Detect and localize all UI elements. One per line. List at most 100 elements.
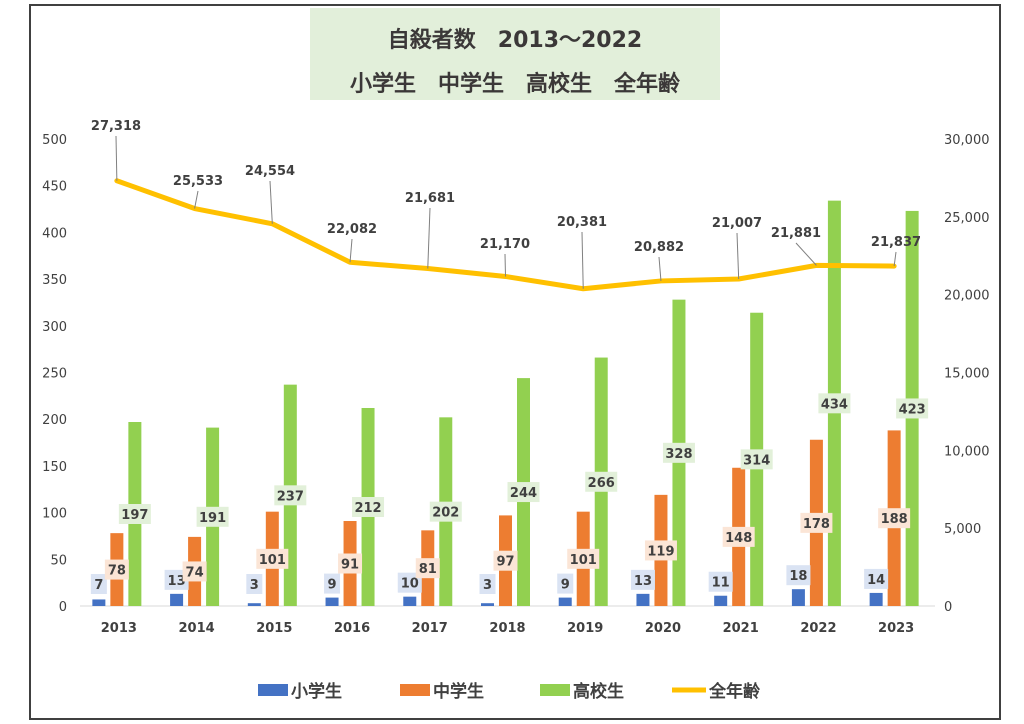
bar-data-label-bg [352, 496, 385, 517]
bar [403, 596, 417, 606]
legend-swatch [540, 684, 570, 696]
line-data-label: 21,007 [712, 216, 762, 231]
bar-data-labels: 7 13 3 9 10 3 9 13 11 18 14 78 74 101 91 81 97 101 119 148 1… [90, 393, 929, 594]
legend-label: 中学生 [433, 681, 484, 702]
bar-data-label-bg [630, 569, 655, 590]
bar-data-label: 81 [419, 562, 437, 577]
legend-label: 小学生 [291, 681, 342, 702]
line-data-label-leader [194, 190, 199, 209]
x-tick-label: 2013 [101, 621, 137, 636]
right-y-tick-label: 20,000 [944, 289, 990, 304]
line-data-label: 20,882 [634, 240, 684, 255]
line-data-label-leader [795, 242, 817, 266]
bar-data-label: 10 [401, 577, 419, 592]
bar-data-label-bg [557, 573, 574, 594]
x-tick-label: 2021 [723, 621, 759, 636]
line-data-labels: 27,318 25,533 24,554 22,082 21,681 21,170 20,3… [91, 119, 921, 289]
x-tick-label: 2014 [178, 621, 214, 636]
bar-data-label-bg [644, 540, 677, 561]
bar-data-label-bg [256, 548, 289, 569]
bar-data-label: 148 [725, 531, 752, 546]
bar [325, 597, 339, 606]
right-y-tick-label: 5,000 [944, 522, 981, 537]
line-data-label-leader [581, 231, 584, 289]
x-tick-label: 2022 [800, 621, 836, 636]
line-data-label: 24,554 [245, 164, 295, 179]
right-y-tick-label: 15,000 [944, 367, 990, 382]
right-y-tick-label: 25,000 [944, 211, 990, 226]
chart-title-line-2: 小学生 中学生 高校生 全年齢 [349, 72, 680, 97]
bar-data-label: 3 [250, 578, 259, 593]
left-y-tick-label: 100 [42, 507, 67, 522]
line-data-label: 20,381 [557, 215, 607, 230]
bar [170, 593, 184, 606]
bar-data-label: 13 [634, 574, 652, 589]
left-y-axis: 0 50 100 150 200 250 300 350 400 450 500 [42, 133, 67, 615]
line-data-label: 22,082 [327, 222, 377, 237]
line-data-label-leader [427, 207, 431, 269]
line-data-label-leader [349, 238, 353, 263]
legend-label: 高校生 [573, 681, 624, 702]
line-data-label: 25,533 [173, 174, 223, 189]
bar-data-label: 244 [510, 486, 537, 501]
line-data-label-leader [736, 232, 740, 280]
bar-data-label: 197 [121, 508, 148, 523]
bar [636, 593, 650, 606]
line-data-label: 21,681 [405, 191, 455, 206]
line-data-label-leader [893, 251, 897, 267]
bar-data-label-bg [507, 482, 540, 503]
left-y-tick-label: 200 [42, 413, 67, 428]
bar-data-label: 178 [803, 517, 830, 532]
bar-data-label-bg [567, 548, 600, 569]
right-y-tick-label: 10,000 [944, 444, 990, 459]
left-y-tick-label: 400 [42, 226, 67, 241]
bar-data-label: 9 [561, 578, 570, 593]
bar-data-label-bg [818, 393, 851, 414]
bar-data-label-bg [429, 501, 462, 522]
line-data-label-leader [115, 135, 118, 181]
bar-data-label: 237 [277, 489, 304, 504]
bar-data-label: 11 [712, 576, 730, 591]
bar-data-label: 314 [743, 453, 770, 468]
left-y-tick-label: 300 [42, 320, 67, 335]
bar-data-label-bg [479, 574, 496, 594]
x-tick-label: 2016 [334, 621, 370, 636]
bar-data-label: 14 [867, 573, 885, 588]
bar-data-label: 188 [881, 512, 908, 527]
left-y-tick-label: 150 [42, 460, 67, 475]
legend-swatch [400, 684, 430, 696]
left-y-tick-label: 500 [42, 133, 67, 148]
bar-data-label: 91 [341, 558, 359, 573]
bar-data-label-bg [338, 553, 363, 574]
bar-data-label: 7 [94, 578, 103, 593]
bar-data-label-bg [800, 512, 833, 533]
legend-swatch [258, 684, 288, 696]
bar-data-label-bg [118, 504, 151, 525]
legend: 小学生 中学生 高校生 全年齢 [258, 681, 761, 702]
bar-data-label: 13 [168, 574, 186, 589]
right-y-tick-label: 0 [944, 600, 952, 615]
legend-label: 全年齢 [708, 681, 761, 702]
bar-data-label-bg [585, 471, 618, 492]
bar [481, 603, 494, 606]
bar-data-label-bg [104, 559, 129, 580]
bar-data-label: 74 [186, 565, 204, 580]
bar-data-label-bg [878, 508, 911, 529]
x-axis: 2013 2014 2015 2016 2017 2018 2019 2020 2021 2022… [80, 605, 935, 636]
bar-data-label-bg [864, 568, 889, 589]
chart-title-box: 自殺者数 2013～2022 小学生 中学生 高校生 全年齢 [310, 8, 720, 100]
bar-data-label-bg [896, 398, 929, 419]
x-tick-label: 2018 [489, 621, 525, 636]
line-data-label-leader [658, 256, 662, 281]
line-data-label-leader [504, 253, 506, 277]
bar-data-label: 9 [328, 578, 337, 593]
x-tick-label: 2017 [412, 621, 448, 636]
x-tick-label: 2020 [645, 621, 681, 636]
left-y-tick-label: 450 [42, 180, 67, 195]
left-y-tick-label: 250 [42, 367, 67, 382]
right-y-tick-label: 30,000 [944, 133, 990, 148]
bar [869, 592, 883, 606]
right-y-axis: 0 5,000 10,000 15,000 20,000 25,000 30,000 [944, 133, 990, 615]
bar-data-label-bg [740, 449, 773, 470]
